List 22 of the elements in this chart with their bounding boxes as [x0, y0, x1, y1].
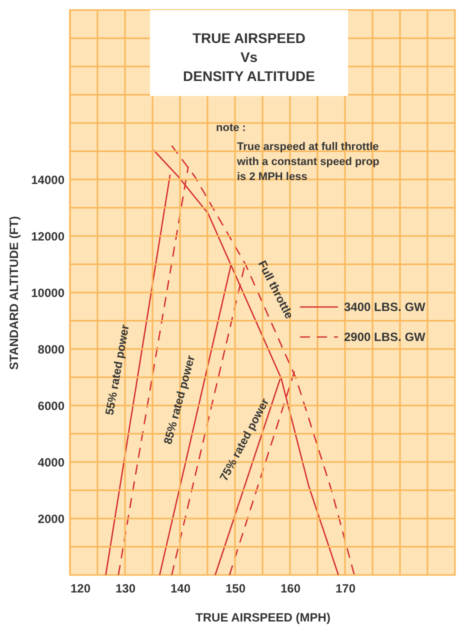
y-tick-label: 2000: [38, 512, 65, 526]
y-tick-label: 10000: [31, 286, 65, 300]
annotation: note :: [216, 122, 246, 134]
x-axis-title: TRUE AIRSPEED (MPH): [196, 610, 330, 624]
y-tick-label: 6000: [38, 399, 65, 413]
text: TRUE AIRSPEED Vs DENSITY ALTITUDE: [183, 30, 315, 84]
y-axis-title: STANDARD ALTITUDE (FT): [7, 216, 22, 370]
y-tick-label: 8000: [38, 342, 65, 356]
x-tick-label: 140: [170, 582, 191, 596]
annotation: True arspeed at full throttle with a constant speed prop is 2 MPH less: [236, 141, 380, 183]
y-tick-label: 12000: [31, 230, 65, 244]
x-tick-label: 150: [225, 582, 246, 596]
x-tick-label: 120: [70, 582, 91, 596]
legend-label: 2900 LBS. GW: [344, 330, 426, 344]
annotation: 85% rated power: [162, 354, 198, 446]
x-tick-label: 160: [280, 582, 301, 596]
legend-label: 3400 LBS. GW: [344, 300, 426, 314]
x-tick-label: 130: [115, 582, 136, 596]
y-tick-label: 14000: [31, 173, 65, 187]
x-tick-label: 170: [335, 582, 356, 596]
annotation: 55% rated power: [104, 323, 132, 416]
y-tick-label: 4000: [38, 456, 65, 470]
